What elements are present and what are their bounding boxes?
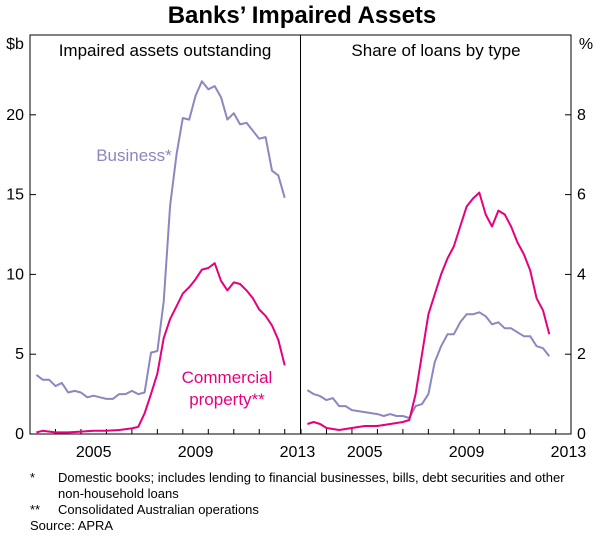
y-tick-label: 15 — [6, 187, 24, 204]
footnote-mark: * — [30, 470, 36, 485]
y-tick-label: 0 — [577, 426, 586, 443]
x-tick-label: 2009 — [449, 444, 485, 461]
left-y-unit: $b — [6, 36, 24, 53]
right-panel-title: Share of loans by type — [351, 41, 520, 60]
y-tick-label: 8 — [577, 107, 586, 124]
series-line-commercial-property — [307, 191, 551, 431]
y-tick-label: 5 — [15, 346, 24, 363]
x-tick-label: 2005 — [347, 444, 383, 461]
x-tick-label: 2013 — [280, 444, 316, 461]
footnote-commercial: ** Consolidated Australian operations — [30, 502, 590, 518]
source-note: Source: APRA — [30, 518, 114, 533]
business-label: Business* — [96, 146, 172, 165]
footnote-mark: ** — [30, 502, 41, 517]
y-tick-label: 6 — [577, 187, 586, 204]
chart-title: Banks’ Impaired Assets — [168, 2, 437, 29]
commercial-label-line1: Commercial — [182, 368, 273, 387]
y-tick-label: 10 — [6, 266, 24, 283]
y-tick-label: 0 — [15, 426, 24, 443]
series-line-business — [306, 311, 551, 419]
y-tick-label: 4 — [577, 266, 586, 283]
footnote-business: * Domestic books; includes lending to fi… — [30, 470, 590, 502]
series-line-business — [35, 80, 286, 400]
series-lines — [35, 80, 551, 434]
x-tick-label: 2013 — [551, 444, 587, 461]
x-tick-label: 2005 — [76, 444, 112, 461]
x-tick-label: 2009 — [178, 444, 214, 461]
series-line-commercial-property — [36, 262, 286, 434]
y-tick-label: 20 — [6, 107, 24, 124]
footnote-text: Consolidated Australian operations — [58, 502, 259, 517]
commercial-label-line2: property** — [189, 390, 265, 409]
right-y-unit: % — [579, 36, 593, 53]
footnote-text: Domestic books; includes lending to fina… — [58, 470, 565, 501]
footnotes: * Domestic books; includes lending to fi… — [30, 470, 590, 534]
y-tick-label: 2 — [577, 346, 586, 363]
chart: Banks’ Impaired Assets Impaired assets o… — [6, 2, 593, 461]
left-panel-title: Impaired assets outstanding — [59, 41, 272, 60]
